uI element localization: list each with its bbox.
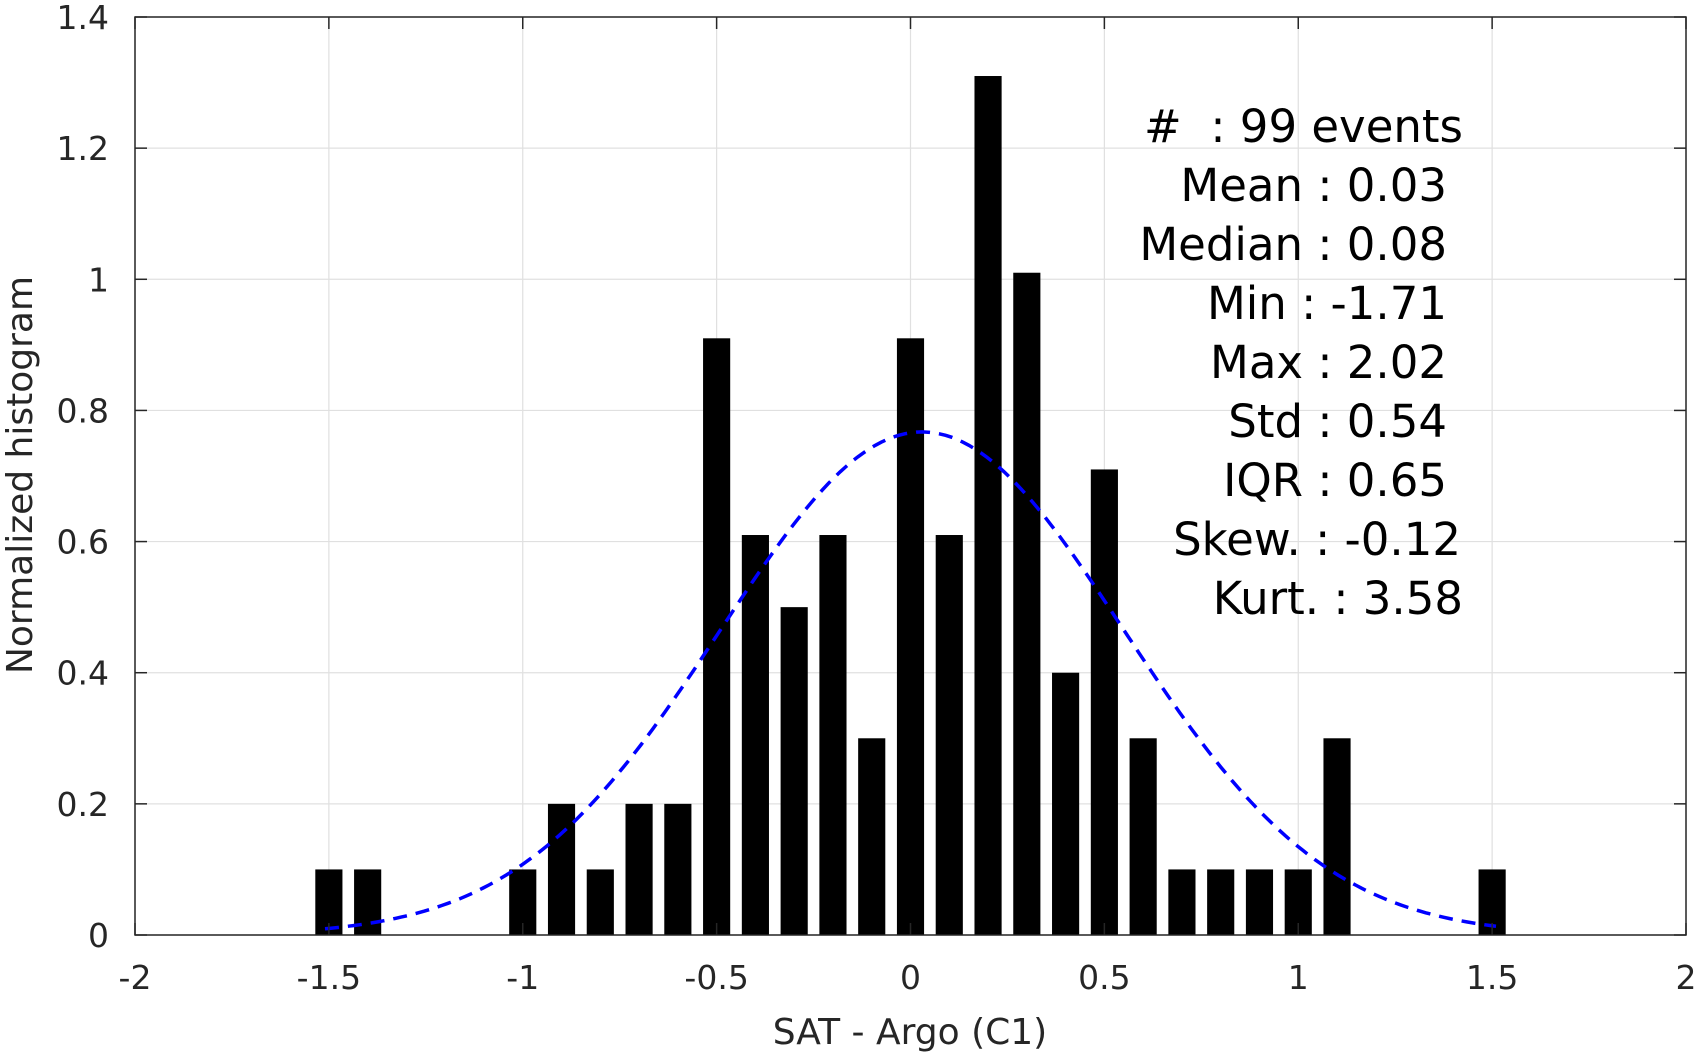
x-tick-label: -0.5 <box>684 958 748 997</box>
x-tick-label: 1 <box>1288 958 1309 997</box>
x-axis-label: SAT - Argo (C1) <box>773 1012 1047 1053</box>
stat-mean: Mean : 0.03 <box>1180 159 1447 212</box>
histogram-bar <box>1013 272 1041 935</box>
stat-kurt: Kurt. : 3.58 <box>1213 572 1463 625</box>
histogram-bar <box>780 607 808 935</box>
y-tick-label: 0.4 <box>57 654 109 693</box>
histogram-bar <box>1090 469 1118 935</box>
histogram-bar <box>741 535 769 935</box>
y-axis-label: Normalized histogram <box>0 276 41 674</box>
stat-min: Min : -1.71 <box>1207 277 1447 330</box>
y-tick-label: 0.8 <box>57 391 109 430</box>
y-tick-labels: 0 0.2 0.4 0.6 0.8 1 1.2 1.4 <box>57 0 109 955</box>
axes-box <box>134 16 1687 936</box>
x-tick-label: 0.5 <box>1078 958 1130 997</box>
histogram-bar <box>858 738 886 935</box>
x-tick-label: -2 <box>119 958 152 997</box>
stat-std: Std : 0.54 <box>1228 395 1447 448</box>
x-tick-label: -1.5 <box>297 958 361 997</box>
x-tick-label: 0 <box>900 958 921 997</box>
histogram-bar <box>1168 869 1196 935</box>
stat-skew: Skew. : -0.12 <box>1173 513 1461 566</box>
histogram-bar <box>625 803 653 935</box>
histogram-bar <box>935 535 963 935</box>
histogram-bar <box>1207 869 1235 935</box>
histogram-bar <box>586 869 614 935</box>
histogram-bar <box>1052 672 1080 935</box>
histogram-bar <box>1323 738 1351 935</box>
gaussian-fit-line <box>324 430 1497 931</box>
histogram-bar <box>664 803 692 935</box>
axes-frame <box>134 16 1687 936</box>
y-tick-label: 0.6 <box>57 523 109 562</box>
stat-iqr: IQR : 0.65 <box>1223 454 1447 507</box>
stat-median: Median : 0.08 <box>1139 218 1447 271</box>
stats-box: # : 99 events Mean : 0.03 Median : 0.08 … <box>1139 100 1463 625</box>
y-tick-label: 0 <box>88 916 109 955</box>
x-tick-label: 1.5 <box>1466 958 1518 997</box>
histogram-bar <box>547 803 576 935</box>
histogram-bar <box>819 535 847 935</box>
y-tick-label: 1.4 <box>57 0 109 37</box>
histogram-bar <box>1245 869 1274 935</box>
histogram-bar <box>896 338 925 935</box>
stat-events: # : 99 events <box>1144 100 1463 153</box>
x-tick-label: 2 <box>1676 958 1697 997</box>
y-tick-label: 1 <box>88 260 109 299</box>
stat-max: Max : 2.02 <box>1210 336 1447 389</box>
histogram-bars <box>315 76 1506 935</box>
x-tick-label: -1 <box>506 958 539 997</box>
histogram-bar <box>1129 738 1157 935</box>
y-tick-label: 1.2 <box>57 129 109 168</box>
x-tick-labels: -2 -1.5 -1 -0.5 0 0.5 1 1.5 2 <box>119 958 1697 997</box>
histogram-bar <box>974 76 1002 935</box>
gaussian-fit <box>324 430 1497 931</box>
y-tick-label: 0.2 <box>57 785 109 824</box>
